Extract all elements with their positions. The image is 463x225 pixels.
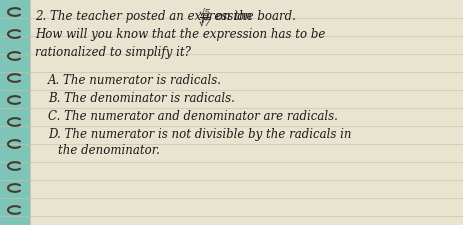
Text: B. The denominator is radicals.: B. The denominator is radicals. [48,92,235,105]
Text: rationalized to simplify it?: rationalized to simplify it? [35,46,191,59]
Text: D. The numerator is not divisible by the radicals in: D. The numerator is not divisible by the… [48,128,351,141]
Text: √7: √7 [199,18,211,27]
Bar [0,0,30,225]
Text: 2. The teacher posted an expression: 2. The teacher posted an expression [35,10,256,23]
Text: the denominator.: the denominator. [58,144,160,157]
Text: C. The numerator and denominator are radicals.: C. The numerator and denominator are rad… [48,110,338,123]
Text: A. The numerator is radicals.: A. The numerator is radicals. [48,74,222,87]
Text: How will you know that the expression has to be: How will you know that the expression ha… [35,28,325,41]
Text: on the board.: on the board. [212,10,296,23]
Text: √5: √5 [199,9,211,18]
